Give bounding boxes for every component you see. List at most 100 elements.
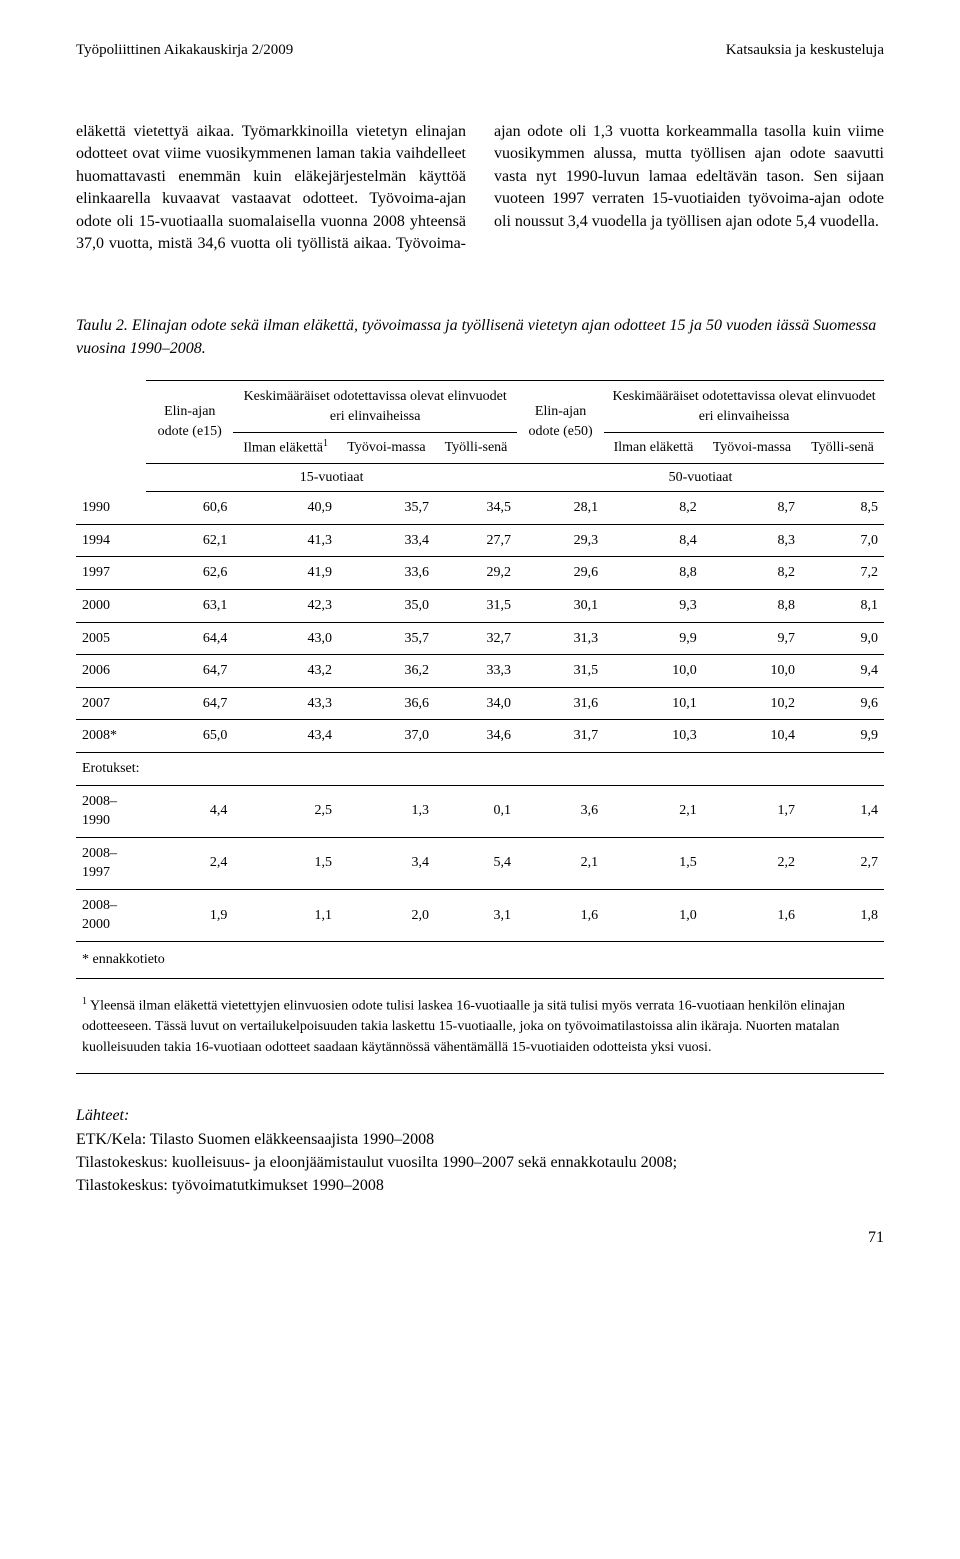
table-cell: 10,0	[604, 655, 703, 688]
table-cell: 9,7	[703, 622, 801, 655]
table-row-year: 2008–1990	[76, 785, 146, 837]
table-cell: 5,4	[435, 837, 517, 889]
table-cell: 36,6	[338, 687, 435, 720]
table-cell: 2,5	[233, 785, 338, 837]
col-e50: Elin-ajan odote (e50)	[517, 381, 604, 463]
table-cell: 29,3	[517, 524, 604, 557]
ennakkotieto: * ennakkotieto	[76, 942, 884, 979]
data-table: Elin-ajan odote (e15) Keskimääräiset odo…	[76, 380, 884, 1074]
header-right: Katsauksia ja keskusteluja	[726, 40, 884, 61]
table-cell: 2,2	[703, 837, 801, 889]
table-cell: 1,6	[703, 889, 801, 941]
col-sub6: Työlli-senä	[801, 433, 884, 463]
table-cell: 8,4	[604, 524, 703, 557]
table-cell: 30,1	[517, 589, 604, 622]
table-cell: 9,4	[801, 655, 884, 688]
table-cell: 8,2	[604, 492, 703, 525]
col-group2: Keskimääräiset odotettavissa olevat elin…	[604, 381, 884, 433]
body-text: eläkettä vietettyä aikaa. Työmarkkinoill…	[76, 121, 884, 255]
table-cell: 60,6	[146, 492, 233, 525]
table-row-year: 2008*	[76, 720, 146, 753]
table-cell: 43,4	[233, 720, 338, 753]
col-group1: Keskimääräiset odotettavissa olevat elin…	[233, 381, 517, 433]
col-sub3: Työlli-senä	[435, 433, 517, 463]
table-row-year: 1994	[76, 524, 146, 557]
table-cell: 27,7	[435, 524, 517, 557]
col-sub2: Työvoi-massa	[338, 433, 435, 463]
table-cell: 1,3	[338, 785, 435, 837]
table-cell: 64,7	[146, 687, 233, 720]
table-cell: 2,1	[517, 837, 604, 889]
table-cell: 8,1	[801, 589, 884, 622]
age15-header: 15-vuotiaat	[146, 463, 517, 492]
table-row-year: 2006	[76, 655, 146, 688]
table-cell: 10,3	[604, 720, 703, 753]
table-cell: 43,2	[233, 655, 338, 688]
table-cell: 3,6	[517, 785, 604, 837]
table-row-year: 2008–2000	[76, 889, 146, 941]
table-cell: 33,4	[338, 524, 435, 557]
table-cell: 4,4	[146, 785, 233, 837]
table-cell: 43,3	[233, 687, 338, 720]
table-cell: 65,0	[146, 720, 233, 753]
table-cell: 33,3	[435, 655, 517, 688]
table-cell: 64,4	[146, 622, 233, 655]
table-cell: 1,8	[801, 889, 884, 941]
table-cell: 9,9	[801, 720, 884, 753]
sources: Lähteet: ETK/Kela: Tilasto Suomen eläkke…	[76, 1104, 884, 1197]
table-cell: 28,1	[517, 492, 604, 525]
table-cell: 1,5	[604, 837, 703, 889]
table-cell: 1,9	[146, 889, 233, 941]
erotukset-label: Erotukset:	[76, 752, 884, 785]
col-sub4: Ilman eläkettä	[604, 433, 703, 463]
table-cell: 8,8	[604, 557, 703, 590]
table-cell: 1,0	[604, 889, 703, 941]
table-cell: 62,1	[146, 524, 233, 557]
table-cell: 41,3	[233, 524, 338, 557]
table-cell: 63,1	[146, 589, 233, 622]
table-cell: 64,7	[146, 655, 233, 688]
table-cell: 1,1	[233, 889, 338, 941]
table-cell: 33,6	[338, 557, 435, 590]
sources-line: Tilastokeskus: kuolleisuus- ja eloonjääm…	[76, 1151, 884, 1174]
page-number: 71	[76, 1227, 884, 1249]
table-cell: 8,7	[703, 492, 801, 525]
table-cell: 35,0	[338, 589, 435, 622]
table-cell: 29,6	[517, 557, 604, 590]
table-row-year: 2005	[76, 622, 146, 655]
table-cell: 3,4	[338, 837, 435, 889]
table-cell: 8,3	[703, 524, 801, 557]
table-cell: 2,1	[604, 785, 703, 837]
table-cell: 37,0	[338, 720, 435, 753]
col-sub5: Työvoi-massa	[703, 433, 801, 463]
table-cell: 34,6	[435, 720, 517, 753]
table-cell: 34,5	[435, 492, 517, 525]
table-row-year: 2008–1997	[76, 837, 146, 889]
table-cell: 10,0	[703, 655, 801, 688]
table-cell: 2,4	[146, 837, 233, 889]
table-cell: 62,6	[146, 557, 233, 590]
page-header: Työpoliittinen Aikakauskirja 2/2009 Kats…	[76, 40, 884, 61]
table-cell: 8,2	[703, 557, 801, 590]
table-cell: 9,3	[604, 589, 703, 622]
table-cell: 1,5	[233, 837, 338, 889]
table-cell: 0,1	[435, 785, 517, 837]
table-row-year: 2007	[76, 687, 146, 720]
table-cell: 41,9	[233, 557, 338, 590]
table-cell: 9,9	[604, 622, 703, 655]
col-sub1: Ilman eläkettä1	[233, 433, 338, 463]
table-cell: 9,0	[801, 622, 884, 655]
table-row-year: 2000	[76, 589, 146, 622]
table-cell: 31,3	[517, 622, 604, 655]
table-cell: 7,2	[801, 557, 884, 590]
table-cell: 10,4	[703, 720, 801, 753]
sources-line: Tilastokeskus: työvoimatutkimukset 1990–…	[76, 1174, 884, 1197]
sources-line: ETK/Kela: Tilasto Suomen eläkkeensaajist…	[76, 1128, 884, 1151]
age50-header: 50-vuotiaat	[517, 463, 884, 492]
table-cell: 32,7	[435, 622, 517, 655]
table-cell: 7,0	[801, 524, 884, 557]
table-footnote: 1 Yleensä ilman eläkettä vietettyjen eli…	[76, 978, 884, 1074]
table-cell: 43,0	[233, 622, 338, 655]
table-cell: 42,3	[233, 589, 338, 622]
table-cell: 31,7	[517, 720, 604, 753]
